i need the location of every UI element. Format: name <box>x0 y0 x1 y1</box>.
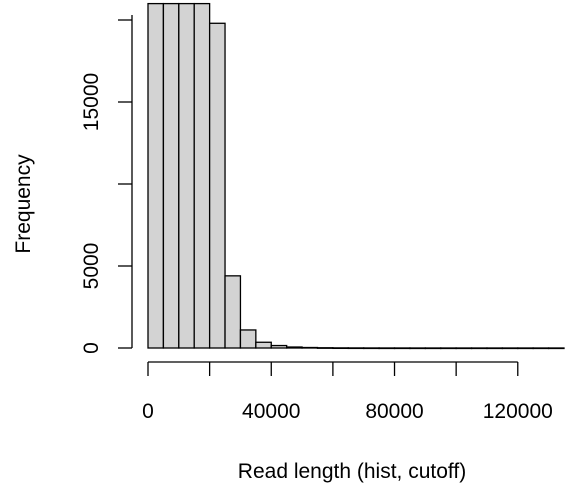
histogram-bar <box>378 347 396 350</box>
y-tick-label: 5000 <box>80 243 103 290</box>
histogram-bar <box>178 2 195 349</box>
histogram-bar <box>208 22 226 349</box>
histogram-bar <box>255 341 272 349</box>
histogram-bar <box>517 347 534 350</box>
histogram-bar <box>239 329 257 349</box>
histogram-bar <box>409 347 426 350</box>
y-tick-label: 0 <box>80 342 103 354</box>
x-axis: 0 40000 80000 120000 <box>142 361 553 423</box>
histogram-bar <box>332 347 349 350</box>
histogram-bar <box>393 347 411 350</box>
histogram-bar <box>532 347 550 350</box>
x-tick-label: 40000 <box>242 400 300 423</box>
x-axis-title: Read length (hist, cutoff) <box>238 460 466 483</box>
histogram-bar <box>147 2 165 349</box>
histogram-bar <box>470 347 488 350</box>
histogram-bar <box>193 2 211 349</box>
histogram-bar <box>224 275 242 349</box>
histogram-bar <box>347 347 365 350</box>
histogram-bar <box>424 347 442 350</box>
histogram-bar <box>363 347 380 350</box>
histogram-bar <box>286 346 303 349</box>
histogram-bar <box>270 344 288 349</box>
histogram-bar <box>162 2 180 349</box>
histogram-bar <box>301 346 319 349</box>
histogram-bar <box>440 347 457 350</box>
histogram-bar <box>501 347 519 350</box>
y-tick-label: 15000 <box>80 73 103 131</box>
histogram-bar <box>486 347 504 350</box>
histogram-bar <box>316 347 334 349</box>
x-tick-label: 0 <box>142 400 154 423</box>
y-axis: 0 5000 15000 <box>80 15 133 354</box>
histogram-bar <box>547 347 565 350</box>
bars-group <box>147 2 565 350</box>
x-tick-label: 80000 <box>365 400 423 423</box>
histogram-bar <box>455 347 473 350</box>
x-tick-label: 120000 <box>483 400 553 423</box>
y-axis-title: Frequency <box>12 154 35 254</box>
